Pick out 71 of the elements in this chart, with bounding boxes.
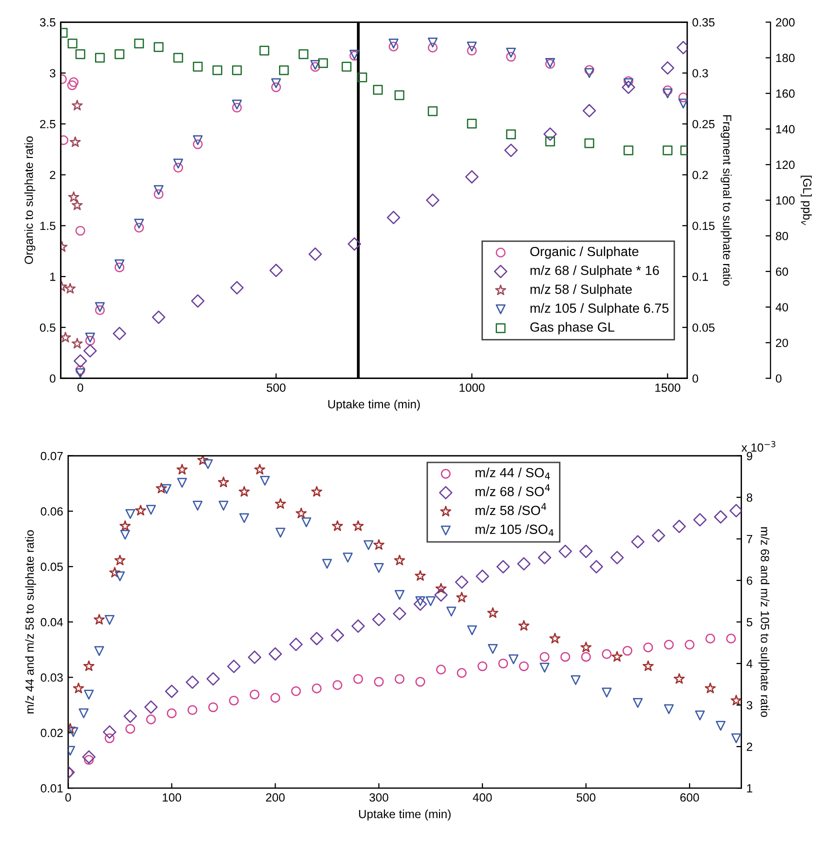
legend-label: m/z 105 /SO$_{4}$ <box>476 524 554 536</box>
y3-tick-label: 20 <box>776 338 788 348</box>
y-tick-label: 2 <box>50 170 56 180</box>
y-tick-label: 3 <box>50 69 56 78</box>
y2-tick-label: 4 <box>746 660 752 668</box>
y3-axis-title: [GL] ppb$_{v}$ <box>800 176 812 226</box>
legend-label: Organic / Sulphate <box>530 246 638 259</box>
legend-label: m/z 68 / SO$^{4}$ <box>476 484 550 496</box>
y2-tick-label: 1 <box>747 784 752 792</box>
legend-label: m/z 58 /SO$^{4}$ <box>476 503 546 516</box>
y2-tick-label: 0.2 <box>692 170 708 180</box>
y3-tick-label: 120 <box>776 160 795 169</box>
y-tick-label: 0.07 <box>40 452 63 460</box>
y2-tick-label: 6 <box>746 576 752 585</box>
y-tick-label: 1 <box>50 272 56 281</box>
y2-tick-label: 2 <box>746 742 752 751</box>
y2-axis-title: Fragment signal to sulphate ratio <box>720 115 732 286</box>
y2-tick-label: 9 <box>746 452 752 460</box>
x-tick-label: 100 <box>162 793 182 802</box>
y2-tick-label: 3 <box>746 701 752 710</box>
y2-tick-label: 0 <box>692 374 698 383</box>
y3-tick-label: 140 <box>776 125 795 134</box>
y2-tick-label: 5 <box>746 618 752 626</box>
y2-tick-label: 0.05 <box>692 323 715 332</box>
y3-tick-label: 100 <box>776 196 795 205</box>
legend-label: m/z 58 / Sulphate <box>530 284 632 297</box>
y-tick-label: 3.5 <box>40 18 56 27</box>
y2-tick-label: 0.15 <box>692 222 715 230</box>
x-tick-label: 0 <box>65 793 71 802</box>
y-tick-label: 0 <box>50 374 56 383</box>
text: x 10$^{−3}$ <box>741 440 776 452</box>
y2-tick-label: 0.3 <box>692 69 708 78</box>
y2-tick-label: 0.25 <box>692 120 715 128</box>
y2-tick-label: 8 <box>746 493 752 502</box>
y3-tick-label: 160 <box>776 89 795 98</box>
y-tick-label: 0.03 <box>40 673 63 682</box>
x-tick-label: 400 <box>472 793 492 802</box>
y-tick-label: 0.01 <box>40 784 63 792</box>
y-axis-title: m/z 44 and m/z 58 to sulphate ratio <box>25 530 36 714</box>
x-tick-label: 500 <box>576 793 596 802</box>
legend-label: Gas phase GL <box>530 322 614 334</box>
y3-tick-label: 40 <box>776 303 788 312</box>
x-axis-title: Uptake time (min) <box>359 810 451 821</box>
y-tick-label: 0.06 <box>40 507 63 516</box>
y3-tick-label: 0 <box>776 374 782 383</box>
x-tick-label: 0 <box>78 383 84 392</box>
x-tick-label: 1500 <box>655 383 680 392</box>
y-tick-label: 0.02 <box>40 728 63 738</box>
x-tick-label: 1000 <box>460 383 485 392</box>
legend-label: m/z 44 / SO$_{4}$ <box>476 468 550 480</box>
y2-tick-label: 0.1 <box>692 272 708 281</box>
legend-label: m/z 105 / Sulphate 6.75 <box>530 303 668 316</box>
y3-tick-label: 180 <box>776 54 795 62</box>
y-tick-label: 2.5 <box>40 120 56 128</box>
y-tick-label: 0.05 <box>40 562 63 571</box>
y2-tick-label: 0.35 <box>692 18 715 27</box>
x-tick-label: 300 <box>369 793 388 802</box>
y2-axis-title: m/z 68 and m/z 105 to sulphate ratio <box>758 527 770 717</box>
legend-label: m/z 68 / Sulphate * 16 <box>530 265 659 278</box>
y3-tick-label: 60 <box>776 267 788 276</box>
y-tick-label: 0.5 <box>40 323 56 332</box>
y-axis-title: Organic to sulphate ratio <box>24 136 36 264</box>
x-tick-label: 200 <box>266 793 285 802</box>
y-tick-label: 1.5 <box>40 222 56 230</box>
y3-tick-label: 200 <box>776 18 795 27</box>
y3-tick-label: 80 <box>776 232 788 240</box>
x-axis-title: Uptake time (min) <box>328 400 420 411</box>
y2-tick-label: 7 <box>746 535 752 544</box>
y-tick-label: 0.04 <box>40 618 63 626</box>
x-tick-label: 600 <box>680 793 699 802</box>
x-tick-label: 500 <box>266 383 286 392</box>
